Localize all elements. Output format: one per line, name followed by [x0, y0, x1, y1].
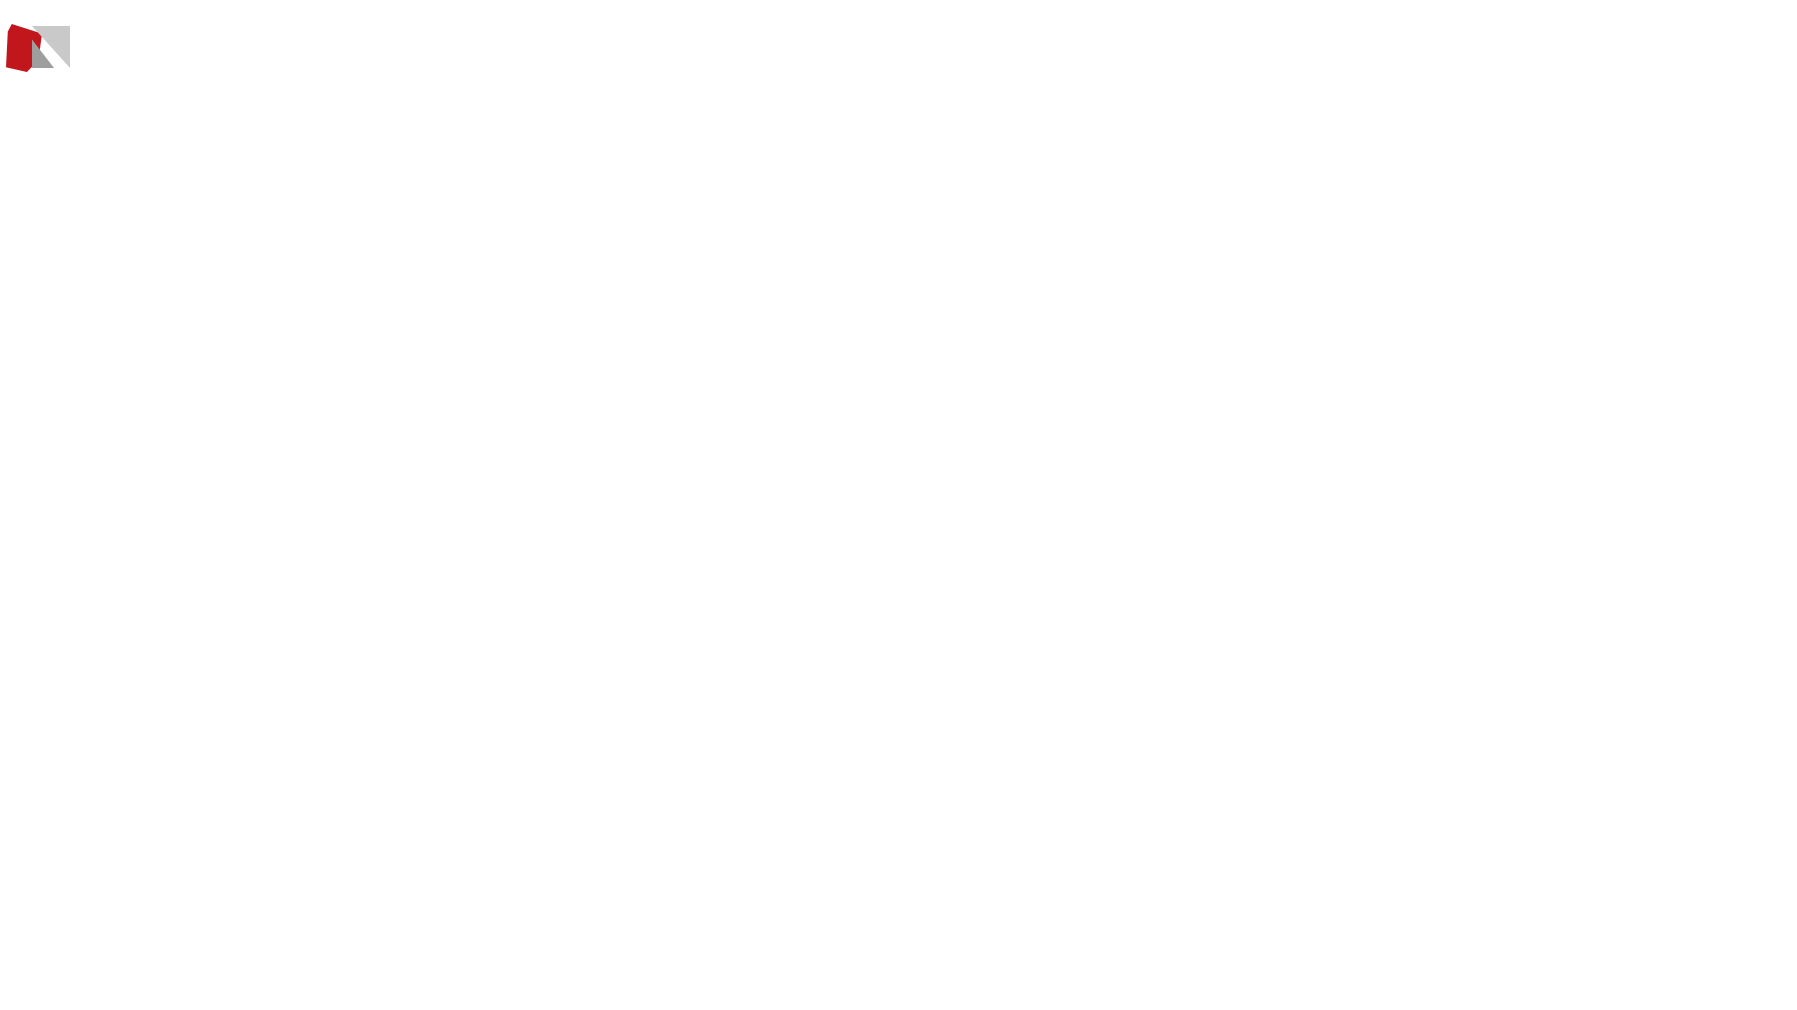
- legend-price-chart: [930, 940, 1690, 972]
- area-segment-tornado-chart: [60, 310, 870, 902]
- price-segment-tornado-chart: [930, 310, 1790, 902]
- logo: [6, 22, 70, 72]
- legend-area-chart: [60, 940, 840, 972]
